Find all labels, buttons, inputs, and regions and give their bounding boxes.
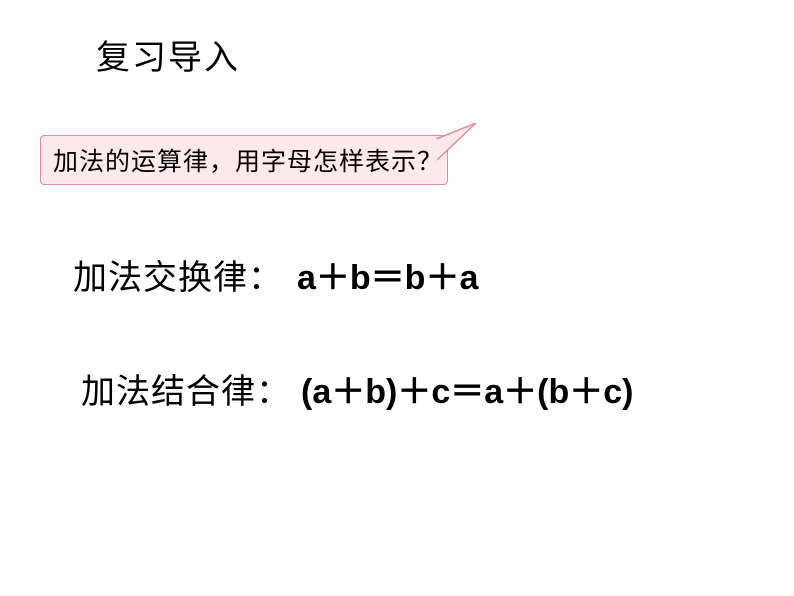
callout: 加法的运算律，用字母怎样表示？ <box>40 135 480 185</box>
callout-box: 加法的运算律，用字母怎样表示？ <box>40 135 448 185</box>
callout-tail-icon <box>436 123 480 163</box>
callout-text: 加法的运算律，用字母怎样表示？ <box>53 142 443 178</box>
commutative-law: 加法交换律： a＋b＝b＋a <box>73 250 713 299</box>
associative-law-formula: (a＋b)＋c＝a＋(b＋c) <box>301 373 633 411</box>
associative-law-label: 加法结合律： <box>81 374 291 411</box>
slide: 复习导入 加法的运算律，用字母怎样表示？ 加法交换律： a＋b＝b＋a 加法结合… <box>0 0 794 596</box>
commutative-law-formula: a＋b＝b＋a <box>297 250 478 299</box>
section-title: 复习导入 <box>96 30 240 79</box>
commutative-law-label: 加法交换律： <box>73 250 283 299</box>
associative-law: 加法结合律： (a＋b)＋c＝a＋(b＋c) <box>81 368 681 417</box>
